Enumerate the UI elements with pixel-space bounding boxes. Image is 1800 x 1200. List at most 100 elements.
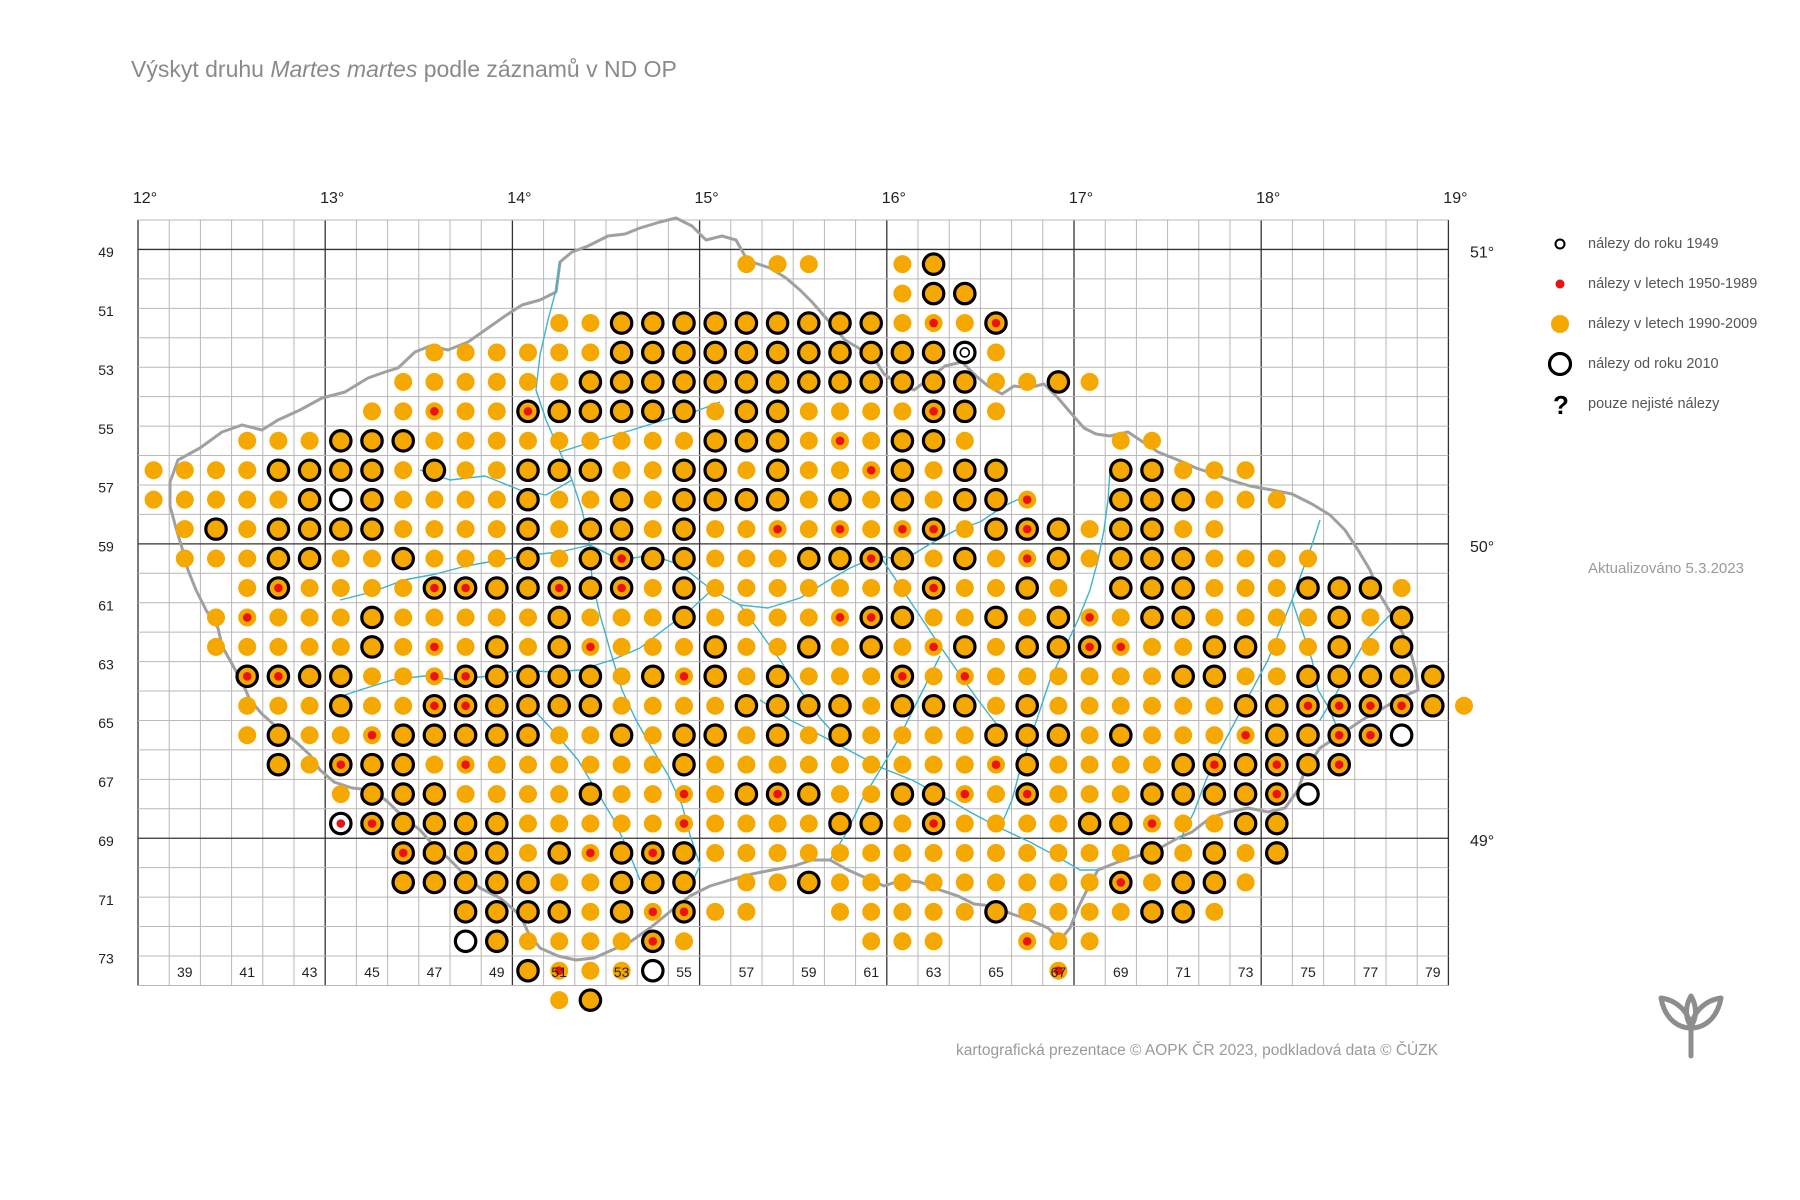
occurrence-symbol [987,843,1005,862]
occurrence-circle [269,431,288,450]
occurrence-circle [238,726,257,745]
occurrence-symbol [921,399,946,424]
occurrence-circle [1236,461,1255,480]
occurrence-circle [765,399,790,424]
occurrence-symbol [331,637,350,656]
occurrence-circle [1049,873,1068,892]
red-dot [430,642,439,652]
occurrence-circle [1265,811,1289,836]
occurrence-circle [737,461,756,480]
occurrence-circle [706,902,725,921]
occurrence-symbol [828,811,852,836]
occurrence-circle [484,635,509,659]
occurrence-symbol [1018,932,1037,951]
occurrence-symbol [703,664,727,689]
occurrence-symbol [453,723,478,747]
occurrence-symbol [484,841,509,865]
occurrence-circle [328,664,353,689]
occurrence-symbol [1015,752,1039,777]
occurrence-circle [987,814,1005,833]
occurrence-circle [1233,782,1258,806]
occurrence-circle [484,723,509,747]
occurrence-symbol [734,311,759,335]
occurrence-symbol [578,399,603,424]
occurrence-circle [640,311,665,335]
occurrence-circle [391,546,415,571]
red-dot [1085,642,1094,652]
occurrence-circle [643,785,662,804]
occurrence-symbol [578,664,603,689]
occurrence-symbol [1046,605,1071,630]
occurrence-circle [862,785,881,804]
occurrence-symbol [955,814,974,833]
occurrence-symbol [987,402,1005,421]
occurrence-circle [924,461,943,480]
occurrence-symbol [984,458,1008,483]
occurrence-symbol [1267,579,1286,597]
occurrence-circle [1018,902,1037,921]
occurrence-symbol [924,755,943,774]
occurrence-circle [578,576,603,600]
occurrence-symbol [737,461,756,480]
occurrence-circle [1236,873,1255,892]
occurrence-circle [643,637,662,656]
occurrence-circle [612,461,631,480]
occurrence-symbol [768,579,787,597]
occurrence-circle [550,785,569,804]
occurrence-symbol [391,870,415,895]
occurrence-circle [862,490,881,509]
legend-label-uncertain: pouze nejisté nálezy [1588,396,1720,412]
occurrence-circle [1267,579,1286,597]
occurrence-symbol [890,605,915,630]
occurrence-symbol [984,605,1008,630]
occurrence-circle [516,958,540,983]
red-dot [960,672,970,681]
occurrence-circle [581,814,600,833]
occurrence-circle [547,635,571,659]
occurrence-symbol [893,873,912,892]
occurrence-symbol [1171,900,1195,924]
occurrence-circle [831,461,849,480]
row-label: 51 [98,303,114,319]
occurrence-circle [1049,755,1068,774]
occurrence-circle [484,693,509,718]
occurrence-symbol [643,755,662,774]
red-dot [586,642,595,652]
occurrence-symbol [799,520,818,539]
occurrence-symbol [238,461,257,480]
red-dot [1334,730,1344,740]
occurrence-circle [1236,549,1255,568]
since-2010-ring [640,958,665,983]
occurrence-circle [266,546,291,571]
occurrence-symbol [893,314,912,333]
occurrence-symbol [516,546,540,571]
occurrence-circle [1049,696,1068,715]
occurrence-symbol [765,487,790,512]
occurrence-symbol [550,314,569,333]
occurrence-circle [643,814,662,833]
red-dot [773,524,782,534]
occurrence-circle [862,402,881,421]
occurrence-symbol [487,490,506,509]
occurrence-circle [1080,785,1099,804]
pre-1949-ring [959,347,971,358]
occurrence-symbol [360,517,384,541]
occurrence-circle [1389,605,1414,630]
occurrence-circle [1236,843,1255,862]
occurrence-circle [1205,608,1224,627]
occurrence-symbol [768,755,787,774]
occurrence-symbol [456,608,475,627]
occurrence-symbol [1299,608,1317,627]
occurrence-circle [1140,517,1164,541]
row-label: 55 [98,421,114,437]
occurrence-symbol [516,900,540,924]
column-label: 53 [614,964,630,980]
occurrence-circle [924,726,943,745]
occurrence-circle [1171,487,1195,512]
occurrence-circle [516,517,540,541]
occurrence-symbol [831,520,849,539]
occurrence-circle [609,517,634,541]
occurrence-symbol [799,490,818,509]
occurrence-symbol [1171,576,1195,600]
occurrence-symbol [924,873,943,892]
